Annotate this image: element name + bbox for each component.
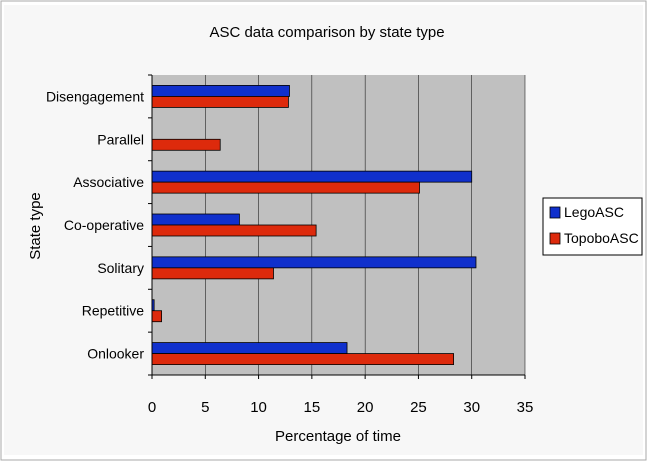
x-tick-label: 30 [463, 399, 480, 416]
legend-label-topobo: TopoboASC [564, 230, 639, 246]
legend: LegoASC TopoboASC [542, 197, 643, 256]
bar-legoasc [151, 342, 348, 354]
bar-legoasc [151, 256, 477, 269]
y-axis-label: State type [27, 192, 44, 260]
bar-topoboasc [151, 267, 274, 280]
x-tick-labels: 0 5 10 15 20 25 30 35 [148, 375, 534, 416]
category-label: Repetitive [82, 303, 144, 319]
bar-topoboasc [151, 138, 221, 151]
x-tick-label: 20 [357, 399, 374, 416]
category-label: Co-operative [64, 217, 144, 233]
bar-legoasc [151, 85, 290, 97]
category-label: Parallel [97, 131, 144, 147]
bar-topoboasc [151, 224, 317, 237]
legend-swatch-lego [549, 206, 561, 219]
x-axis-label: Percentage of time [275, 428, 401, 445]
category-label: Onlooker [87, 346, 144, 362]
bar-topoboasc [151, 310, 162, 323]
bar-topoboasc [151, 353, 454, 365]
legend-swatch-topobo [549, 232, 561, 245]
category-labels: Disengagement Parallel Associative Co-opera… [46, 74, 152, 376]
category-label: Associative [73, 174, 144, 190]
bar-topoboasc [151, 96, 289, 108]
x-tick-label: 10 [250, 399, 267, 416]
legend-label-lego: LegoASC [564, 204, 624, 220]
x-tick-label: 5 [201, 399, 209, 416]
x-tick-label: 0 [148, 399, 156, 416]
chart-title: ASC data comparison by state type [209, 24, 444, 41]
category-label: Disengagement [46, 88, 144, 104]
bar-topoboasc [151, 181, 420, 194]
bar-legoasc [151, 213, 240, 226]
bar-legoasc [151, 170, 473, 183]
x-tick-label: 25 [410, 399, 427, 416]
x-tick-label: 35 [517, 399, 534, 416]
category-label: Solitary [97, 260, 144, 276]
x-tick-label: 15 [304, 399, 321, 416]
